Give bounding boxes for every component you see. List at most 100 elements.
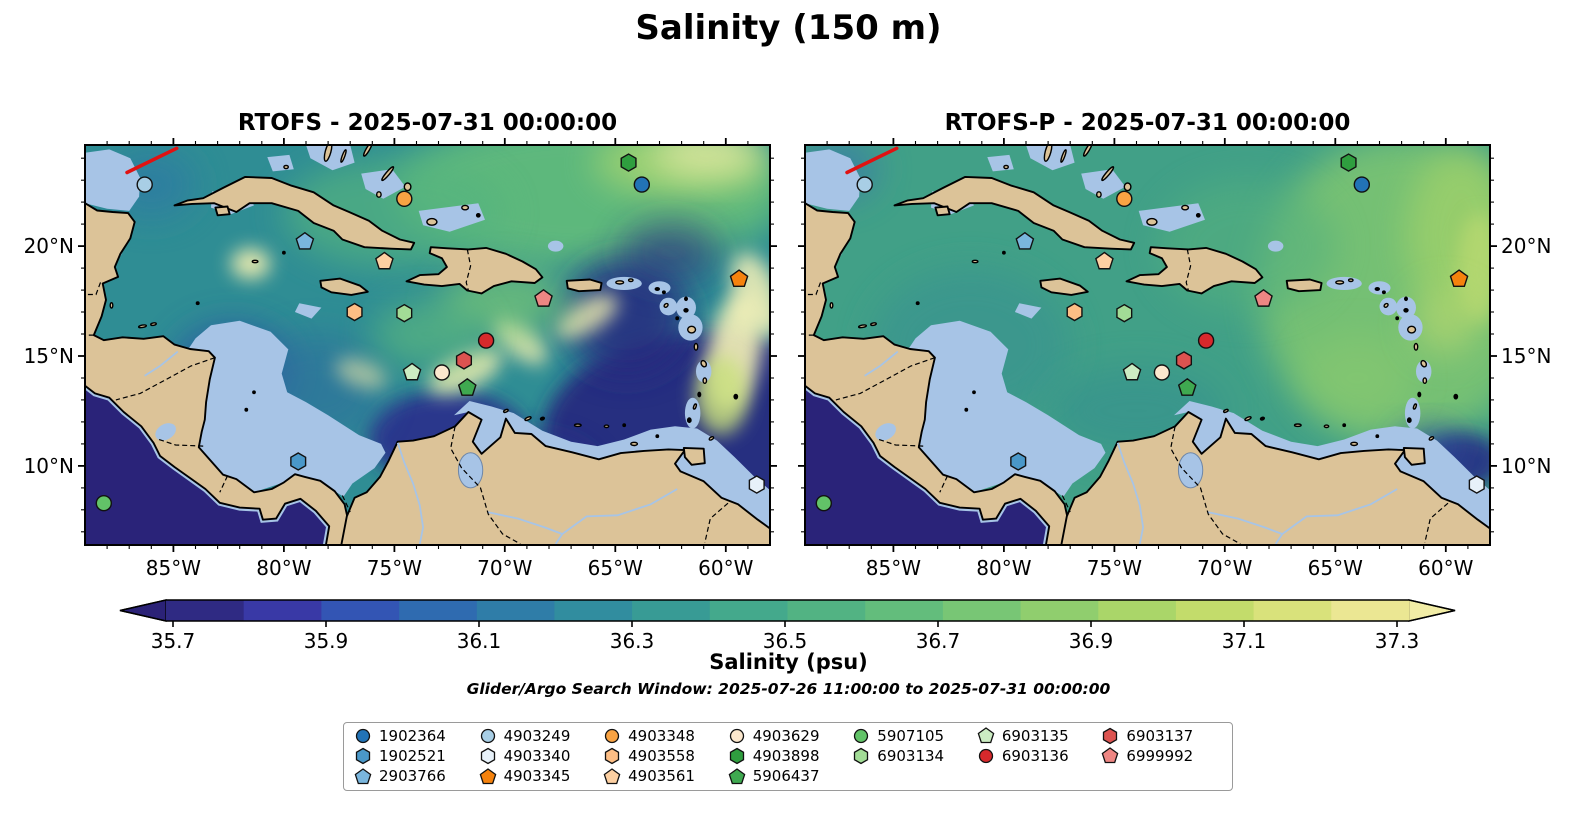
small-island: [870, 322, 877, 327]
marker-4903561: [1095, 251, 1114, 270]
search-window-text: Glider/Argo Search Window: 2025-07-26 11…: [466, 680, 1111, 698]
small-island: [1395, 316, 1400, 321]
legend-marker-pentagon-icon: [354, 768, 372, 784]
small-island: [655, 434, 660, 439]
lake-nicaragua: [155, 423, 176, 441]
colorbar-segment: [243, 600, 322, 621]
legend-marker-hexagon-icon: [1103, 727, 1118, 745]
landmass: [214, 205, 231, 217]
legend-marker-hexagon-icon: [355, 748, 371, 765]
small-island: [1342, 423, 1347, 428]
marker-1902364: [1353, 176, 1370, 193]
country-border: [939, 475, 949, 493]
colorbar-segment: [1175, 600, 1255, 621]
small-island: [1374, 286, 1380, 291]
glider-track: [125, 146, 179, 175]
small-island: [1123, 182, 1132, 192]
legend-label: 5906437: [752, 767, 820, 786]
small-island: [1082, 145, 1093, 157]
legend-label: 4903345: [503, 767, 571, 786]
map-panel-rtofs: 85°W 80°W 75°W 70°W 65°W 60°W 20°N 15°N 10°N: [24, 138, 777, 580]
axis-ticks: [78, 138, 777, 552]
legend-label: 4903249: [503, 726, 571, 745]
small-island: [1095, 191, 1102, 198]
legend-label: 1902521: [379, 746, 446, 765]
small-island: [686, 325, 697, 334]
shallow-water: [306, 145, 355, 171]
marker-6999992: [1254, 288, 1273, 307]
country-border: [835, 357, 936, 401]
country-border: [158, 438, 204, 447]
panel-title-rtofs: RTOFS - 2025-07-31 00:00:00: [237, 110, 618, 136]
small-island: [1323, 424, 1330, 429]
small-island: [1222, 408, 1229, 414]
landmass: [173, 175, 416, 251]
small-island: [251, 259, 259, 264]
small-island: [283, 164, 290, 170]
lake-maracaibo: [457, 452, 484, 489]
colorbar-segment: [1253, 600, 1332, 621]
marker-6903136: [1197, 332, 1215, 349]
legend-label: 4903898: [752, 746, 820, 765]
colorbar-tick-label: 35.9: [304, 629, 349, 653]
marker-4903345: [1449, 269, 1469, 288]
small-island: [1404, 296, 1409, 302]
marker-4903561: [375, 251, 394, 270]
marker-6903135: [402, 362, 422, 381]
river: [144, 350, 179, 377]
legend-marker-hexagon-icon: [729, 748, 744, 765]
small-island: [663, 302, 669, 308]
shallow-water: [188, 320, 386, 497]
river: [396, 442, 425, 545]
small-island: [700, 359, 708, 368]
country-border: [1170, 426, 1241, 545]
river: [864, 350, 899, 377]
colorbar-segment: [709, 600, 789, 621]
legend-label: 1902364: [379, 726, 446, 745]
small-island: [915, 301, 920, 306]
country-border: [1185, 249, 1192, 291]
small-island: [829, 301, 834, 309]
small-island: [630, 441, 639, 447]
shallow-water: [908, 320, 1106, 497]
small-island: [1412, 403, 1418, 410]
country-border: [1424, 502, 1449, 543]
marker-4903249: [856, 176, 873, 193]
legend-item-4903561: 4903561: [603, 767, 728, 787]
legend-label: 4903348: [628, 726, 695, 745]
river: [487, 511, 563, 535]
shallow-water: [85, 149, 141, 211]
river: [1274, 488, 1398, 545]
lon-tick-label: 85°W: [146, 556, 201, 580]
marker-4903629: [433, 364, 451, 381]
marker-4903898: [620, 153, 637, 172]
small-island: [281, 250, 286, 255]
small-island: [1003, 164, 1010, 170]
pacific-ocean: [85, 385, 330, 545]
small-island: [1101, 166, 1115, 182]
colorbar-segment: [942, 600, 1022, 621]
map-frame: [804, 144, 1491, 546]
legend-label: 6903134: [877, 746, 945, 765]
legend-item-6903136: 6903136: [977, 746, 1102, 766]
small-island: [1181, 204, 1190, 211]
colorbar-segment: [632, 600, 711, 621]
small-island: [1043, 145, 1053, 162]
small-island: [603, 424, 610, 429]
colorbar-tick-label: 36.9: [1069, 629, 1114, 653]
colorbar-tick-label: 36.7: [916, 629, 961, 653]
legend-marker-circle-icon: [355, 729, 371, 744]
small-island: [1347, 278, 1354, 283]
shallow-water: [1081, 169, 1126, 199]
small-island: [686, 417, 692, 424]
axis-ticks: [798, 138, 1497, 552]
small-island: [697, 391, 702, 398]
small-island: [675, 316, 680, 321]
country-border: [341, 495, 351, 513]
legend-label: 6903137: [1126, 726, 1194, 745]
colorbar-right-arrow: [1408, 599, 1456, 622]
small-island: [1406, 325, 1417, 334]
legend-marker-circle-icon: [604, 729, 620, 744]
colorbar-segment: [166, 600, 245, 621]
small-island: [1420, 359, 1428, 368]
